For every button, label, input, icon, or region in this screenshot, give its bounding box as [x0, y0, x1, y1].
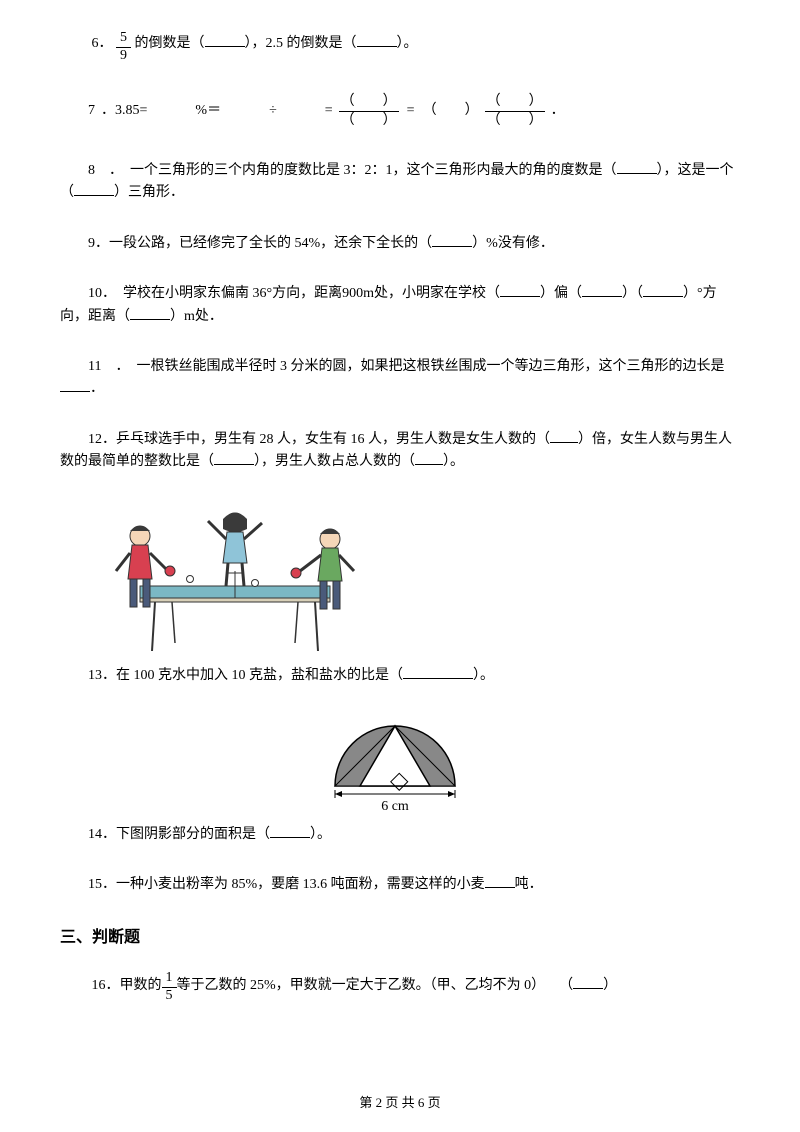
q8-num: 8 — [88, 163, 95, 178]
question-10: 10． 学校在小明家东偏南 36°方向，距离900m处，小明家在学校（ ）偏（ ）（… — [60, 283, 740, 328]
q10-text2: 处，小明家在学校（ — [374, 286, 500, 301]
q15-text: ．一种小麦出粉率为 85%，要磨 13.6 吨面粉，需要这样的小麦 — [102, 877, 485, 892]
q15-text2: 吨． — [515, 877, 543, 892]
q8-text3: ）三角形． — [114, 185, 184, 200]
question-13: 13．在 100 克水中加入 10 克盐，盐和盐水的比是（ ）。 — [60, 665, 740, 687]
q7-lead: ．3.85= — [101, 100, 147, 122]
question-15: 15．一种小麦出粉率为 85%，要磨 13.6 吨面粉，需要这样的小麦 吨． — [60, 874, 740, 896]
blank — [500, 283, 540, 297]
question-12: 12．乒乓球选手中，男生有 28 人，女生有 16 人，男生人数是女生人数的（ ）… — [60, 429, 740, 474]
q10-text4: ）（ — [622, 286, 643, 301]
q10-text6: ） — [170, 309, 184, 324]
q7-end: ． — [551, 100, 565, 122]
q7-div: ÷ — [269, 100, 277, 122]
section-3-title: 三、判断题 — [60, 925, 740, 951]
blank — [60, 378, 90, 392]
blank — [550, 429, 578, 443]
q6-num: 6 — [92, 36, 99, 51]
blank — [74, 182, 114, 196]
question-14: 14．下图阴影部分的面积是（ ）。 — [60, 824, 740, 846]
q12-num: 12 — [88, 432, 102, 447]
blank — [270, 824, 310, 838]
q6-text3: ）。 — [397, 36, 418, 51]
q12-text: ．乒乓球选手中，男生有 28 人，女生有 16 人，男生人数是女生人数的（ — [102, 432, 550, 447]
q7-frac1: （ ） （ ） — [339, 93, 399, 130]
q7-eq2: = — [407, 100, 415, 122]
q7-num: 7 — [88, 100, 95, 122]
q14-text: ．下图阴影部分的面积是（ — [102, 827, 270, 842]
q14-num: 14 — [88, 827, 102, 842]
q13-num: 13 — [88, 668, 102, 683]
q11-num: 11 — [88, 359, 101, 374]
question-8: 8 ． 一个三角形的三个内角的度数比是 3：2：1，这个三角形内最大的角的度数是… — [60, 160, 740, 205]
q10-text: ． 学校在小明家东偏南 36°方向，距离 — [102, 286, 342, 301]
question-6: 6． 5 9 的倒数是（），2.5 的倒数是（）。 — [60, 30, 740, 65]
blank — [432, 233, 472, 247]
blank — [582, 283, 622, 297]
q11-text2: ． — [90, 381, 104, 396]
page-footer: 第 2 页 共 6 页 — [60, 1093, 740, 1114]
question-16: 16．甲数的 1 5 等于乙数的 25%，甲数就一定大于乙数。（甲、乙均不为 0… — [60, 970, 740, 1005]
q13-text: ．在 100 克水中加入 10 克盐，盐和盐水的比是（ — [102, 668, 403, 683]
q10-text3: ）偏（ — [540, 286, 582, 301]
blank — [214, 451, 254, 465]
q16-text: ．甲数的 — [106, 978, 162, 993]
question-9: 9．一段公路，已经修完了全长的 54%，还余下全长的（ ）%没有修． — [60, 233, 740, 255]
q9-text2: ）%没有修． — [472, 236, 554, 251]
q12-text3: ），男生人数占总人数的（ — [254, 454, 415, 469]
q16-fraction: 1 5 — [162, 970, 177, 1005]
q6-text2: ），2.5 的倒数是（ — [245, 36, 357, 51]
question-7: 7 ．3.85= %＝ ÷ = （ ） （ ） = （ ） （ ） （ ） ． — [60, 93, 740, 130]
q8-text: ． 一个三角形的三个内角的度数比是 3：2：1，这个三角形内最大的角的度数是（ — [95, 163, 617, 178]
dim-label: 6 cm — [381, 799, 409, 814]
pingpong-illustration — [100, 501, 370, 661]
blank — [205, 33, 245, 47]
q9-num: 9 — [88, 236, 95, 251]
blank — [617, 160, 657, 174]
q16-num: 16 — [92, 978, 106, 993]
q16-text3: ） — [603, 978, 617, 993]
q6-fraction: 5 9 — [116, 30, 131, 65]
blank — [643, 283, 683, 297]
blank — [415, 451, 443, 465]
q10-dist: 900m — [342, 286, 374, 301]
q7-frac2: （ ） （ ） — [485, 93, 545, 130]
q11-text: ． 一根铁丝能围成半径时 3 分米的圆，如果把这根铁丝围成一个等边三角形，这个三… — [101, 359, 724, 374]
semicircle-figure: 6 cm — [320, 716, 470, 816]
q10-num: 10 — [88, 286, 102, 301]
blank — [357, 33, 397, 47]
q7-mid: （ ） — [423, 100, 479, 122]
q14-text2: ）。 — [310, 827, 331, 842]
q12-text4: ）。 — [443, 454, 464, 469]
q13-text2: ）。 — [473, 668, 494, 683]
q16-text2: 等于乙数的 25%，甲数就一定大于乙数。（甲、乙均不为 0） （ — [177, 978, 574, 993]
q10-text7: 处． — [195, 309, 223, 324]
blank — [485, 874, 515, 888]
q7-pct: %＝ — [195, 100, 221, 122]
q6-text1: 的倒数是（ — [135, 36, 205, 51]
q7-eq: = — [325, 100, 333, 122]
blank — [403, 665, 473, 679]
q9-text: ．一段公路，已经修完了全长的 54%，还余下全长的（ — [95, 236, 432, 251]
q15-num: 15 — [88, 877, 102, 892]
blank — [130, 306, 170, 320]
blank — [573, 975, 603, 989]
q10-unit: m — [184, 309, 195, 324]
question-11: 11 ． 一根铁丝能围成半径时 3 分米的圆，如果把这根铁丝围成一个等边三角形，… — [60, 356, 740, 401]
